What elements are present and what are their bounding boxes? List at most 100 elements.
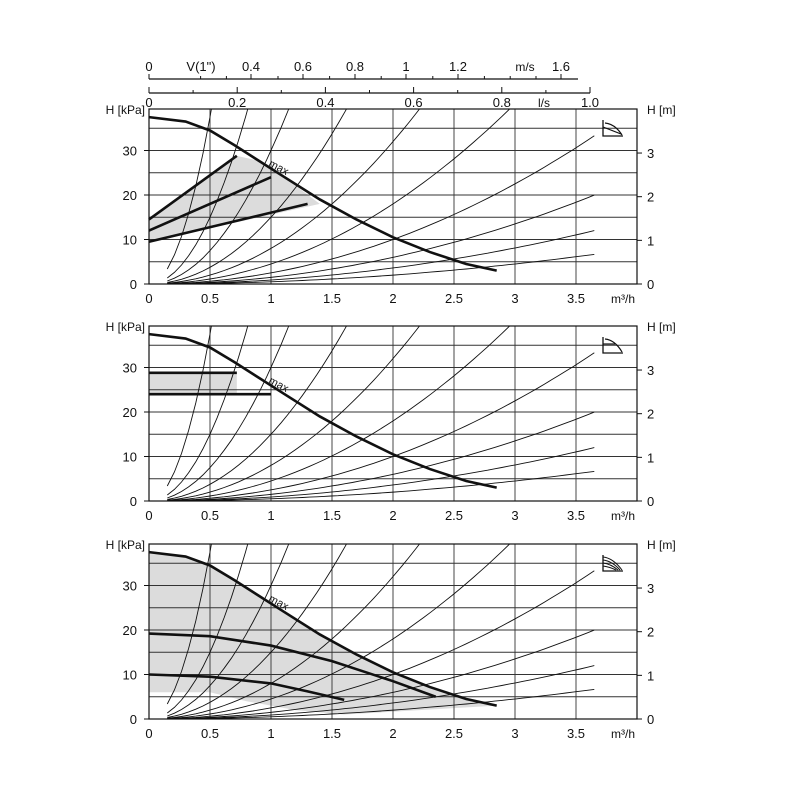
icon-curve: [604, 338, 623, 353]
top-scales: 0 0.4 0.6 0.8 1 1.2 1.6 V(1") m/s 0 0.2 0.4 0.6 0.8 1.…: [145, 59, 599, 110]
y-left-tick-label: 20: [123, 188, 137, 203]
velocity-tick-label: 0.8: [346, 59, 364, 74]
x-tick-label: 1: [267, 291, 274, 306]
x-tick-label: 0.5: [201, 291, 219, 306]
y-right-tick-label: 1: [647, 450, 654, 465]
y-left-tick-label: 30: [123, 361, 137, 376]
y-left-tick-label: 10: [123, 668, 137, 683]
y-left-tick-label: 10: [123, 233, 137, 248]
velocity-label: V(1"): [186, 59, 215, 74]
x-tick-label: 2.5: [445, 726, 463, 741]
system-curve: [166, 109, 212, 270]
velocity-unit: m/s: [515, 60, 534, 74]
flow-ls-tick-label: 0.2: [228, 95, 246, 110]
x-tick-label: 1: [267, 726, 274, 741]
system-curve: [167, 109, 511, 284]
icon-axes: [602, 337, 623, 354]
max-curve-label: max: [267, 375, 291, 396]
x-tick-label: 0.5: [201, 726, 219, 741]
operating-range-shading: [149, 155, 320, 242]
y-left-tick-label: 20: [123, 405, 137, 420]
y-left-tick-label: 30: [123, 144, 137, 159]
system-curve: [167, 352, 595, 501]
operating-range-shading: [149, 372, 237, 395]
operating-range-shading: [149, 552, 497, 715]
system-curve: [167, 544, 421, 719]
x-tick-label: 2: [389, 726, 396, 741]
system-curve: [167, 326, 290, 499]
system-curve: [167, 447, 595, 501]
control-curve: [148, 202, 308, 243]
y-right-tick-label: 1: [647, 233, 654, 248]
y-right-tick-label: 2: [647, 625, 654, 640]
y-right-tick-label: 2: [647, 407, 654, 422]
velocity-tick-label: 1: [402, 59, 409, 74]
x-tick-label: 1: [267, 508, 274, 523]
system-curve: [167, 135, 595, 284]
y-right-tick-label: 0: [647, 712, 654, 727]
x-axis-unit: m³/h: [611, 727, 635, 741]
system-curves: [166, 109, 595, 284]
system-curves: [166, 326, 595, 501]
velocity-tick-label: 1.6: [552, 59, 570, 74]
x-tick-label: 2: [389, 508, 396, 523]
y-right-tick-label: 0: [647, 277, 654, 292]
system-curve: [167, 470, 595, 501]
y-right-axis-label: H [m]: [647, 320, 676, 334]
y-left-axis-label: H [kPa]: [106, 538, 145, 552]
icon-line: [602, 126, 622, 135]
constant-pressure-icon: [602, 337, 623, 354]
flow-ls-tick-label: 1.0: [581, 95, 599, 110]
system-curve: [167, 544, 290, 717]
control-curve: [148, 673, 345, 702]
system-curve: [167, 326, 348, 500]
x-tick-label: 1.5: [323, 291, 341, 306]
x-tick-label: 2: [389, 291, 396, 306]
x-tick-label: 3: [511, 508, 518, 523]
x-axis-unit: m³/h: [611, 292, 635, 306]
system-curve: [167, 629, 595, 719]
system-curve: [167, 230, 595, 284]
y-right-axis-label: H [m]: [647, 103, 676, 117]
system-curve: [167, 194, 595, 284]
system-curve: [167, 665, 595, 719]
velocity-tick-label: 1.2: [449, 59, 467, 74]
system-curve: [167, 326, 421, 501]
system-curve: [167, 109, 249, 279]
flow-ls-tick-label: 0.6: [405, 95, 423, 110]
x-tick-label: 3: [511, 291, 518, 306]
y-right-tick-label: 2: [647, 190, 654, 205]
velocity-tick-label: 0.4: [242, 59, 260, 74]
x-tick-label: 3.5: [567, 291, 585, 306]
x-tick-label: 3.5: [567, 508, 585, 523]
flow-ls-unit: l/s: [538, 96, 550, 110]
system-curve: [167, 544, 348, 718]
system-curve: [167, 411, 595, 501]
y-left-tick-label: 20: [123, 623, 137, 638]
control-curve: [148, 176, 272, 232]
system-curve: [167, 109, 421, 284]
icon-curve: [602, 562, 619, 571]
y-left-tick-label: 0: [130, 277, 137, 292]
proportional-pressure-icon: [602, 120, 623, 137]
system-curve: [167, 544, 249, 714]
system-curve: [167, 253, 595, 284]
x-tick-label: 2.5: [445, 508, 463, 523]
x-tick-label: 0.5: [201, 508, 219, 523]
x-tick-label: 0: [145, 508, 152, 523]
control-curve: [148, 154, 238, 221]
system-curve: [167, 688, 595, 719]
y-left-tick-label: 0: [130, 712, 137, 727]
system-curve: [167, 326, 249, 496]
y-right-tick-label: 3: [647, 581, 654, 596]
system-curve: [167, 570, 595, 719]
max-curve: [148, 115, 497, 272]
y-right-tick-label: 3: [647, 146, 654, 161]
x-axis-unit: m³/h: [611, 509, 635, 523]
flow-ls-tick-label: 0.8: [493, 95, 511, 110]
y-left-axis-label: H [kPa]: [106, 103, 145, 117]
x-tick-label: 0: [145, 726, 152, 741]
